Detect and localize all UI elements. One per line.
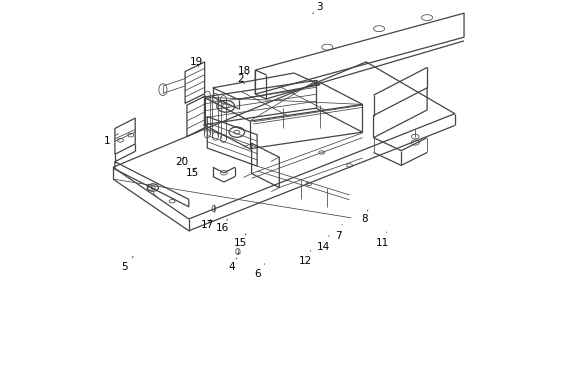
Text: 15: 15: [234, 234, 247, 248]
Text: 15: 15: [186, 167, 199, 178]
Text: 4: 4: [228, 258, 237, 272]
Text: 16: 16: [216, 219, 229, 233]
Text: 2: 2: [237, 73, 245, 84]
Text: 18: 18: [238, 66, 251, 76]
Text: 12: 12: [298, 250, 312, 266]
Text: 1: 1: [104, 134, 118, 146]
Text: 6: 6: [254, 264, 265, 279]
Text: 19: 19: [190, 57, 203, 67]
Text: 3: 3: [312, 1, 323, 14]
Text: 7: 7: [335, 225, 342, 241]
Text: 8: 8: [361, 210, 368, 224]
Text: 20: 20: [175, 157, 188, 167]
Text: 11: 11: [376, 232, 389, 248]
Text: 5: 5: [121, 256, 134, 272]
Text: 17: 17: [200, 219, 214, 229]
Text: 14: 14: [317, 236, 331, 252]
